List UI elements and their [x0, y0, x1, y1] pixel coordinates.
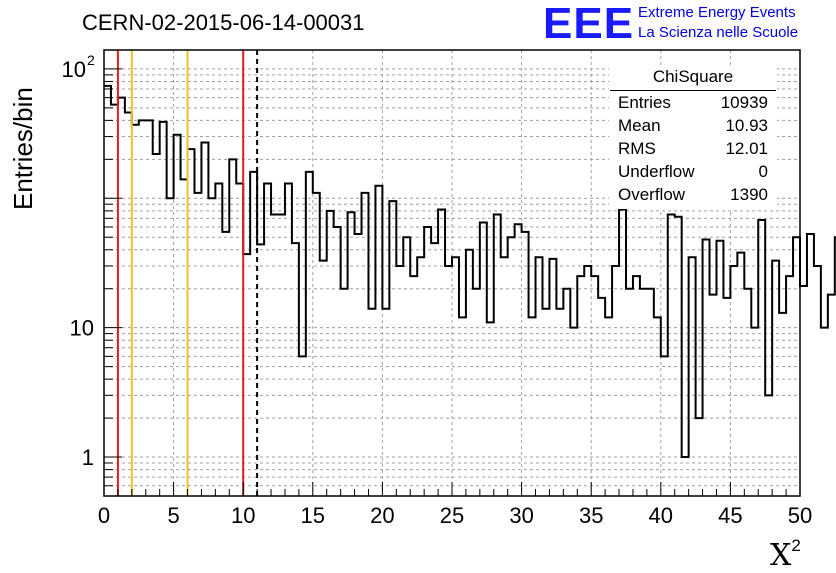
x-tick-label: 35	[579, 503, 603, 528]
stats-box: ChiSquare Entries 10939 Mean 10.93 RMS 1…	[609, 66, 777, 209]
x-tick-label: 30	[509, 503, 533, 528]
stats-title: ChiSquare	[652, 67, 734, 86]
reference-lines	[116, 50, 259, 496]
x-tick-label: 50	[788, 503, 812, 528]
x-axis-label: X2	[770, 536, 801, 573]
axis-ticks	[103, 68, 801, 497]
x-tick-label: 0	[98, 503, 110, 528]
stats-label: Entries	[618, 93, 671, 112]
stats-row-mean: Mean 10.93	[618, 116, 768, 138]
x-tick-label: 20	[370, 503, 394, 528]
y-tick-label: 1	[82, 445, 94, 470]
stats-value: 10.93	[725, 116, 768, 135]
x-tick-label: 40	[649, 503, 673, 528]
y-axis-label: Entries/bin	[8, 87, 38, 210]
stats-label: RMS	[618, 139, 656, 158]
stats-value: 1390	[730, 185, 768, 204]
stats-value: 0	[758, 162, 768, 181]
stats-row-underflow: Underflow 0	[618, 162, 768, 184]
x-axis-label-exponent: 2	[791, 536, 801, 555]
stats-row-entries: Entries 10939	[618, 93, 768, 115]
y-tick-label: 10	[62, 57, 86, 82]
eee-logo: EEE	[543, 0, 635, 48]
chart-title: CERN-02-2015-06-14-00031	[82, 10, 365, 35]
grid	[104, 50, 800, 497]
logo-line-1: Extreme Energy Events	[638, 4, 796, 21]
y-tick-label: 10	[70, 316, 94, 341]
stats-row-rms: RMS 12.01	[618, 139, 768, 161]
stats-label: Underflow	[618, 162, 695, 181]
histogram-line	[104, 84, 836, 459]
stats-row-overflow: Overflow 1390	[618, 185, 768, 207]
stats-label: Overflow	[618, 185, 686, 204]
y-tick-label-exponent: 2	[87, 52, 95, 68]
logo-line-2: La Scienza nelle Scuole	[638, 24, 799, 41]
x-tick-labels: 0 5 10 15 20 25 30 35 40 45 50	[98, 503, 812, 528]
x-tick-label: 10	[231, 503, 255, 528]
x-tick-label: 25	[440, 503, 464, 528]
x-axis-label-base: X	[770, 538, 792, 573]
stats-label: Mean	[618, 116, 661, 135]
stats-value: 10939	[720, 93, 768, 112]
x-tick-label: 15	[301, 503, 325, 528]
stats-value: 12.01	[725, 139, 768, 158]
y-tick-labels: 110102103	[62, 52, 95, 470]
stats-title-underline	[610, 90, 776, 91]
x-tick-label: 45	[718, 503, 742, 528]
x-tick-label: 5	[167, 503, 179, 528]
